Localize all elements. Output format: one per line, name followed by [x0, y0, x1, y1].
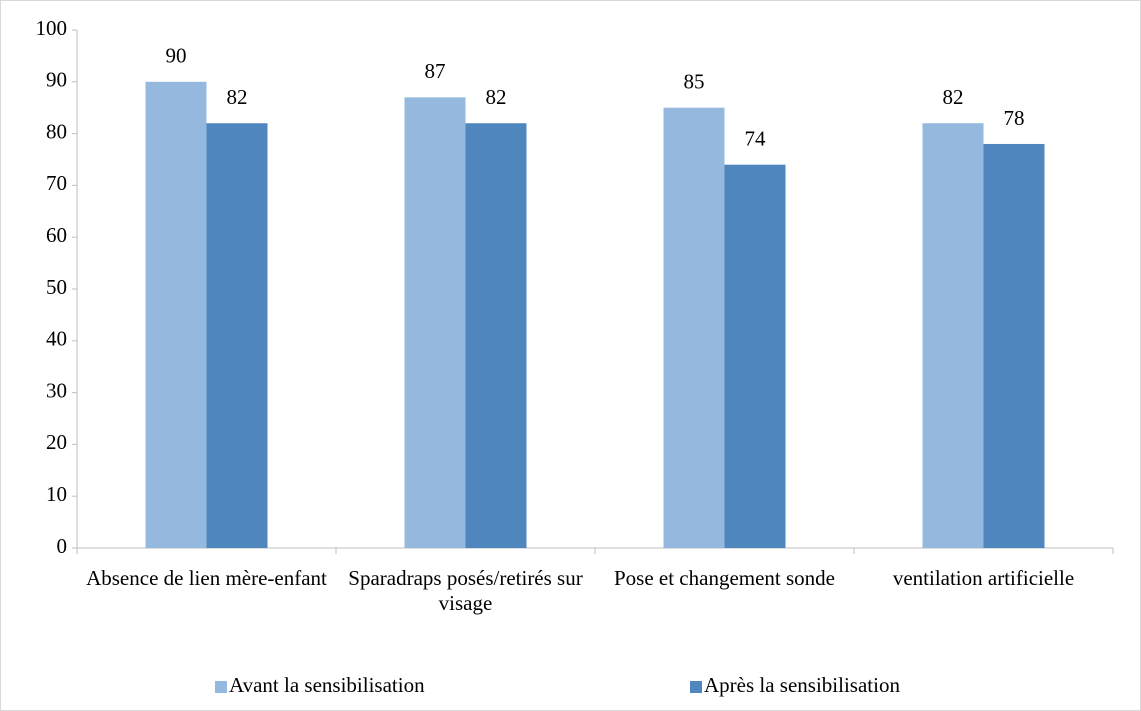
y-tick-label: 50 — [46, 275, 67, 299]
y-tick-label: 60 — [46, 223, 67, 247]
legend-swatch — [690, 681, 702, 693]
data-label: 82 — [943, 85, 964, 109]
data-label: 87 — [425, 59, 446, 83]
y-tick-label: 20 — [46, 430, 67, 454]
y-tick-label: 80 — [46, 119, 67, 143]
data-label: 78 — [1004, 106, 1025, 130]
x-tick-label: ventilation artificielle — [892, 566, 1075, 590]
data-label: 90 — [166, 44, 187, 68]
data-label: 82 — [486, 85, 507, 109]
bar — [724, 164, 786, 548]
x-tick-label: Absence de lien mère-enfant — [86, 566, 327, 590]
bar — [206, 123, 268, 549]
y-tick-label: 100 — [36, 16, 68, 40]
bar — [404, 97, 466, 548]
x-tick-label: Pose et changement sonde — [613, 566, 836, 590]
bar — [663, 107, 725, 548]
bar — [922, 123, 984, 549]
bar — [465, 123, 527, 549]
y-tick-label: 70 — [46, 171, 67, 195]
x-tick-label: Sparadraps posés/retirés sur visage — [348, 566, 583, 615]
y-tick-label: 40 — [46, 327, 67, 351]
data-label: 74 — [745, 126, 767, 150]
y-tick-label: 90 — [46, 68, 67, 92]
y-tick-label: 10 — [46, 482, 67, 506]
y-tick-label: 0 — [57, 534, 68, 558]
legend-swatch — [215, 681, 227, 693]
data-label: 85 — [684, 70, 705, 94]
y-tick-label: 30 — [46, 378, 67, 402]
bar — [983, 143, 1045, 548]
legend-label: Après la sensibilisation — [704, 673, 900, 697]
legend-label: Avant la sensibilisation — [229, 673, 425, 697]
bar — [145, 81, 207, 549]
data-label: 82 — [227, 85, 248, 109]
